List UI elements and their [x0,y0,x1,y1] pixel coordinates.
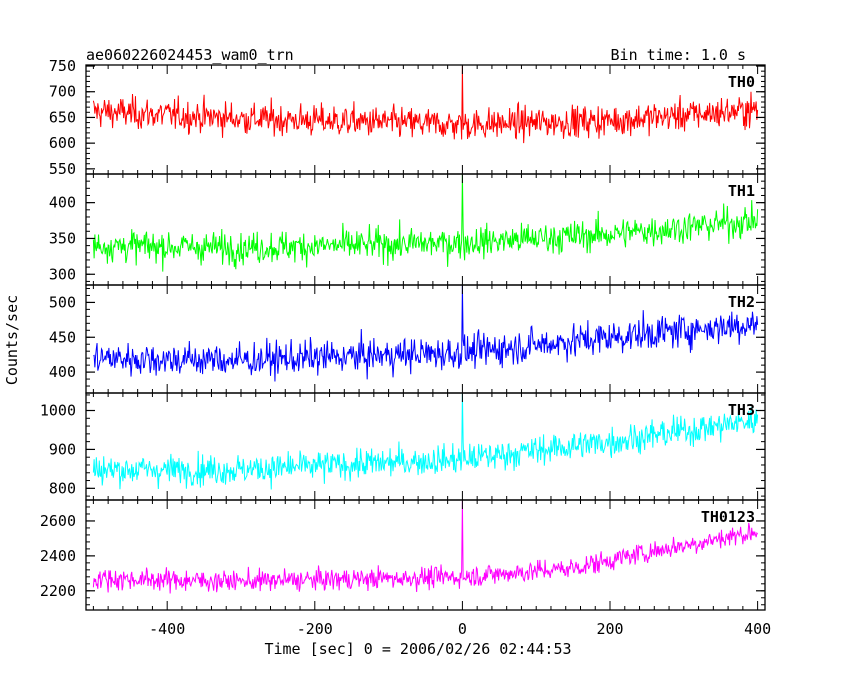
bin-time-label: Bin time: 1.0 s [611,46,746,64]
y-tick-label: 800 [49,479,76,497]
y-tick-label: 500 [49,293,76,311]
series-line-th0123 [92,500,759,594]
series-line-th1 [92,174,759,272]
y-tick-label: 2600 [40,512,76,530]
y-tick-label: 2200 [40,582,76,600]
y-tick-label: 700 [49,83,76,101]
x-tick-label: -200 [297,620,333,638]
x-tick-label: -400 [149,620,185,638]
series-line-th2 [93,285,759,382]
panel-frame-th3 [85,392,766,501]
y-tick-label: 600 [49,134,76,152]
y-tick-label: 400 [49,194,76,212]
y-tick-label: 350 [49,229,76,247]
panel-label-th0123: TH0123 [701,508,755,526]
y-tick-label: 300 [49,265,76,283]
panel-label-th3: TH3 [728,401,755,419]
y-tick-label: 450 [49,328,76,346]
y-tick-label: 400 [49,363,76,381]
y-tick-label: 1000 [40,402,76,420]
y-tick-label: 750 [49,57,76,75]
y-axis-label: Counts/sec [3,295,21,385]
x-tick-label: 400 [744,620,771,638]
y-tick-label: 650 [49,108,76,126]
x-axis-label: Time [sec] 0 = 2006/02/26 02:44:53 [264,640,571,658]
y-tick-label: 900 [49,440,76,458]
panels-group: 550 600 650 700 750 TH0 300 350 400 TH1 400 450 500 T… [40,57,771,638]
panel-label-th0: TH0 [728,73,755,91]
chart-title: ae060226024453_wam0_trn [86,46,294,64]
x-tick-label: 200 [596,620,623,638]
y-tick-label: 2400 [40,547,76,565]
x-tick-label: 0 [458,620,467,638]
series-line-th0 [92,66,759,144]
panel-frame-th0123 [85,499,766,611]
panel-label-th2: TH2 [728,293,755,311]
panel-label-th1: TH1 [728,182,755,200]
y-tick-label: 550 [49,160,76,178]
series-line-th3 [92,393,759,490]
